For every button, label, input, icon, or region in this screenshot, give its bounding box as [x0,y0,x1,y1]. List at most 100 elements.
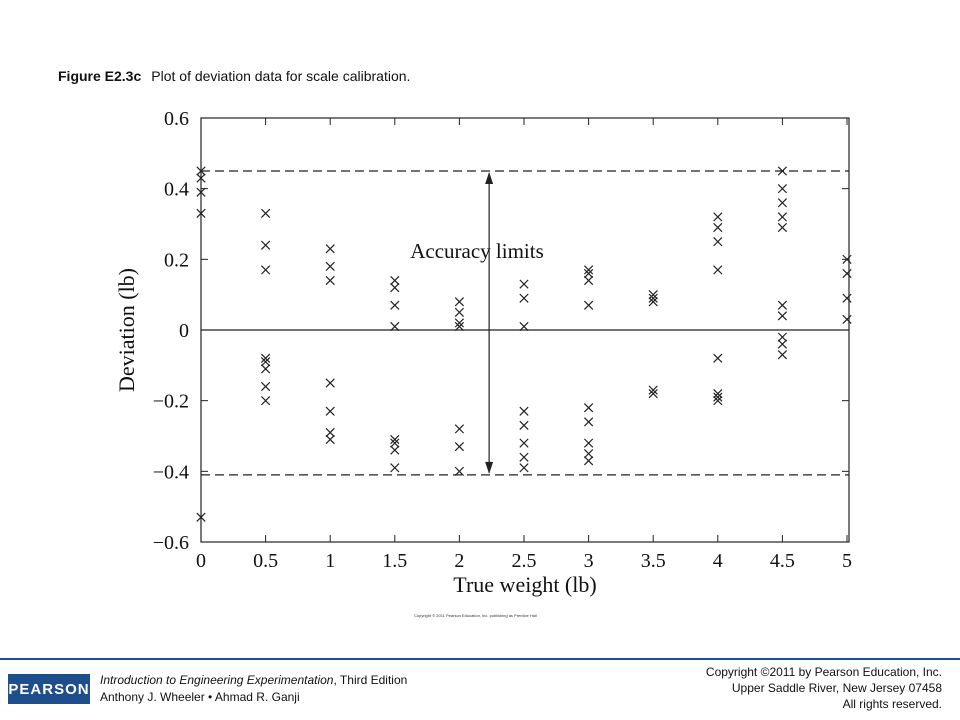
data-point-marker [713,237,723,247]
data-point-marker [260,265,271,275]
data-point-marker [196,208,206,219]
data-point-marker [196,187,206,197]
data-point-marker [713,392,723,402]
data-point-marker [325,261,335,272]
data-point-marker [648,290,658,300]
data-point-marker [777,198,788,208]
data-point-marker [325,434,335,445]
x-tick-label: 4 [713,550,723,572]
data-point-marker [777,339,788,349]
data-point-marker [519,321,529,332]
data-point-marker [325,427,335,438]
data-point-marker [519,463,529,473]
footer-divider [0,658,960,660]
data-point-marker [842,268,852,279]
data-point-marker [777,311,788,321]
x-tick-label: 0 [196,550,206,572]
data-point-marker [196,512,206,522]
data-point-marker [777,300,788,310]
data-point-marker [454,321,465,332]
data-point-marker [196,166,206,176]
data-point-marker [519,293,529,303]
data-point-marker [777,212,788,222]
data-point-marker [519,406,529,416]
data-point-marker [713,353,723,363]
x-tick-label: 1.5 [382,550,407,572]
data-point-marker [648,293,658,303]
data-point-marker [325,275,335,286]
x-tick-label: 1 [325,550,335,572]
y-tick-label: −0.2 [153,391,189,413]
x-tick-label: 4.5 [770,550,795,572]
plot-copyright: Copyright © 2011 Pearson Education, Inc.… [414,613,537,618]
data-point-marker [325,406,335,416]
data-point-marker [390,445,400,455]
data-point-marker [648,297,658,307]
data-point-marker [583,417,594,427]
x-tick-label: 2.5 [512,550,537,572]
data-point-marker [583,268,594,279]
x-tick-label: 0.5 [253,550,278,572]
pearson-logo: PEARSON [8,674,90,704]
data-point-marker [390,438,400,448]
data-point-marker [454,297,465,307]
data-point-marker [583,275,594,286]
data-point-marker [713,388,723,399]
data-point-marker [842,254,852,264]
copyright-line-2: Upper Saddle River, New Jersey 07458 [731,681,942,695]
data-point-marker [325,378,335,388]
book-title: Introduction to Engineering Experimentat… [100,673,334,687]
deviation-scatter-plot: 0 0.5 1 1.5 2 2.5 3 3.5 4 4.5 5 −0.6 −0.4 −0.2 0 0.2 0.4… [114,108,852,597]
data-point-marker [777,166,788,176]
y-axis-label: Deviation (lb) [114,268,139,392]
data-point-marker [583,449,594,459]
copyright-line-1: Copyright ©2011 by Pearson Education, In… [705,665,942,679]
data-point-marker [842,314,852,325]
y-tick-label: 0.6 [164,108,189,130]
data-point-marker [713,396,723,406]
book-info: Introduction to Engineering Experimentat… [100,672,407,706]
x-axis-label: True weight (lb) [453,572,596,597]
data-point-marker [519,279,529,289]
x-tick-label: 2 [454,550,464,572]
data-point-marker [260,396,271,406]
data-point-marker [777,184,788,194]
data-point-marker [777,350,788,360]
data-point-marker [196,173,206,183]
data-point-marker [260,364,271,374]
data-point-marker [260,357,271,367]
data-point-marker [390,300,400,310]
book-authors: Anthony J. Wheeler • Ahmad R. Ganji [100,690,300,704]
data-point-marker [519,420,529,431]
data-point-marker [648,385,658,395]
data-point-marker [390,463,400,473]
accuracy-arrow-head-down [485,461,494,474]
y-tick-label: −0.6 [153,532,189,554]
data-point-marker [583,265,594,275]
data-point-marker [842,293,852,303]
data-point-marker [583,403,594,413]
y-tick-label: 0.2 [164,249,189,271]
data-point-marker [713,265,723,275]
accuracy-limits-label: Accuracy limits [410,239,544,263]
data-point-marker [519,452,529,462]
copyright-notice: Copyright ©2011 by Pearson Education, In… [706,664,942,712]
data-point-marker [390,434,400,445]
figure-caption-text: Plot of deviation data for scale calibra… [151,68,411,84]
data-point-marker [260,240,271,250]
y-tick-label: −0.4 [153,461,189,483]
y-tick-label: 0.4 [164,179,189,201]
data-point-marker [260,381,271,392]
y-tick-label: 0 [179,320,189,342]
data-point-marker [583,438,594,448]
data-point-marker [648,388,658,399]
copyright-line-3: All rights reserved. [842,697,942,711]
data-point-marker [260,208,271,219]
x-tick-label: 3.5 [641,550,666,572]
data-point-marker [390,321,400,332]
data-point-marker [454,307,465,317]
data-point-marker [713,222,723,233]
x-tick-label: 3 [584,550,594,572]
data-point-marker [583,300,594,310]
figure-label: Figure E2.3c [58,68,142,84]
